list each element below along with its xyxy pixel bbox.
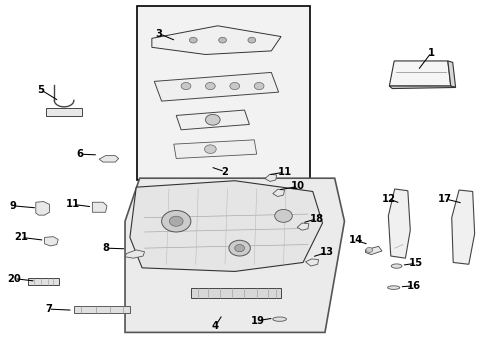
Circle shape (254, 82, 264, 90)
Polygon shape (297, 223, 308, 230)
Polygon shape (154, 72, 278, 101)
Polygon shape (152, 26, 281, 54)
Bar (74, 306, 130, 314)
Text: 21: 21 (14, 232, 28, 242)
Text: 16: 16 (407, 281, 420, 291)
Ellipse shape (387, 286, 399, 289)
Polygon shape (305, 259, 318, 266)
Text: 4: 4 (211, 321, 218, 331)
Text: 19: 19 (251, 316, 264, 325)
Text: 12: 12 (381, 194, 394, 204)
Circle shape (247, 37, 255, 43)
Text: 18: 18 (309, 214, 323, 224)
Circle shape (228, 240, 250, 256)
Text: 14: 14 (348, 235, 362, 245)
Text: 10: 10 (290, 181, 305, 192)
Polygon shape (125, 178, 344, 332)
Text: 13: 13 (319, 247, 333, 257)
Polygon shape (272, 189, 284, 197)
Circle shape (189, 37, 197, 43)
Circle shape (365, 247, 372, 252)
Circle shape (218, 37, 226, 43)
Polygon shape (365, 246, 381, 255)
Polygon shape (447, 61, 455, 87)
Bar (45, 108, 82, 116)
Text: 6: 6 (76, 149, 83, 159)
Polygon shape (387, 189, 409, 258)
Ellipse shape (272, 317, 286, 321)
Text: 15: 15 (408, 258, 422, 268)
Polygon shape (388, 61, 450, 86)
Polygon shape (36, 202, 49, 215)
Polygon shape (264, 174, 276, 181)
Bar (27, 278, 59, 285)
Text: 5: 5 (37, 85, 44, 95)
Text: 9: 9 (9, 201, 16, 211)
Text: 3: 3 (155, 29, 163, 39)
Polygon shape (44, 237, 58, 246)
Polygon shape (173, 140, 256, 158)
Circle shape (234, 244, 244, 252)
Polygon shape (176, 110, 249, 130)
Text: 20: 20 (7, 274, 21, 284)
Polygon shape (92, 202, 107, 212)
Text: 2: 2 (221, 167, 228, 177)
Circle shape (205, 114, 220, 125)
Text: 11: 11 (65, 199, 80, 210)
Polygon shape (125, 250, 144, 258)
Circle shape (181, 82, 190, 90)
Bar (137, 6, 310, 180)
Circle shape (205, 82, 215, 90)
Polygon shape (451, 190, 474, 264)
Text: 8: 8 (102, 243, 109, 253)
Text: 11: 11 (277, 167, 291, 177)
Circle shape (204, 145, 216, 153)
Polygon shape (130, 181, 322, 271)
Polygon shape (99, 156, 119, 162)
Ellipse shape (390, 264, 401, 268)
Circle shape (274, 210, 292, 222)
Text: 17: 17 (437, 194, 450, 204)
Text: 7: 7 (45, 304, 52, 314)
Polygon shape (388, 86, 455, 89)
Circle shape (161, 211, 190, 232)
Bar (190, 288, 281, 298)
Circle shape (169, 216, 183, 226)
Text: 1: 1 (427, 48, 434, 58)
Circle shape (229, 82, 239, 90)
